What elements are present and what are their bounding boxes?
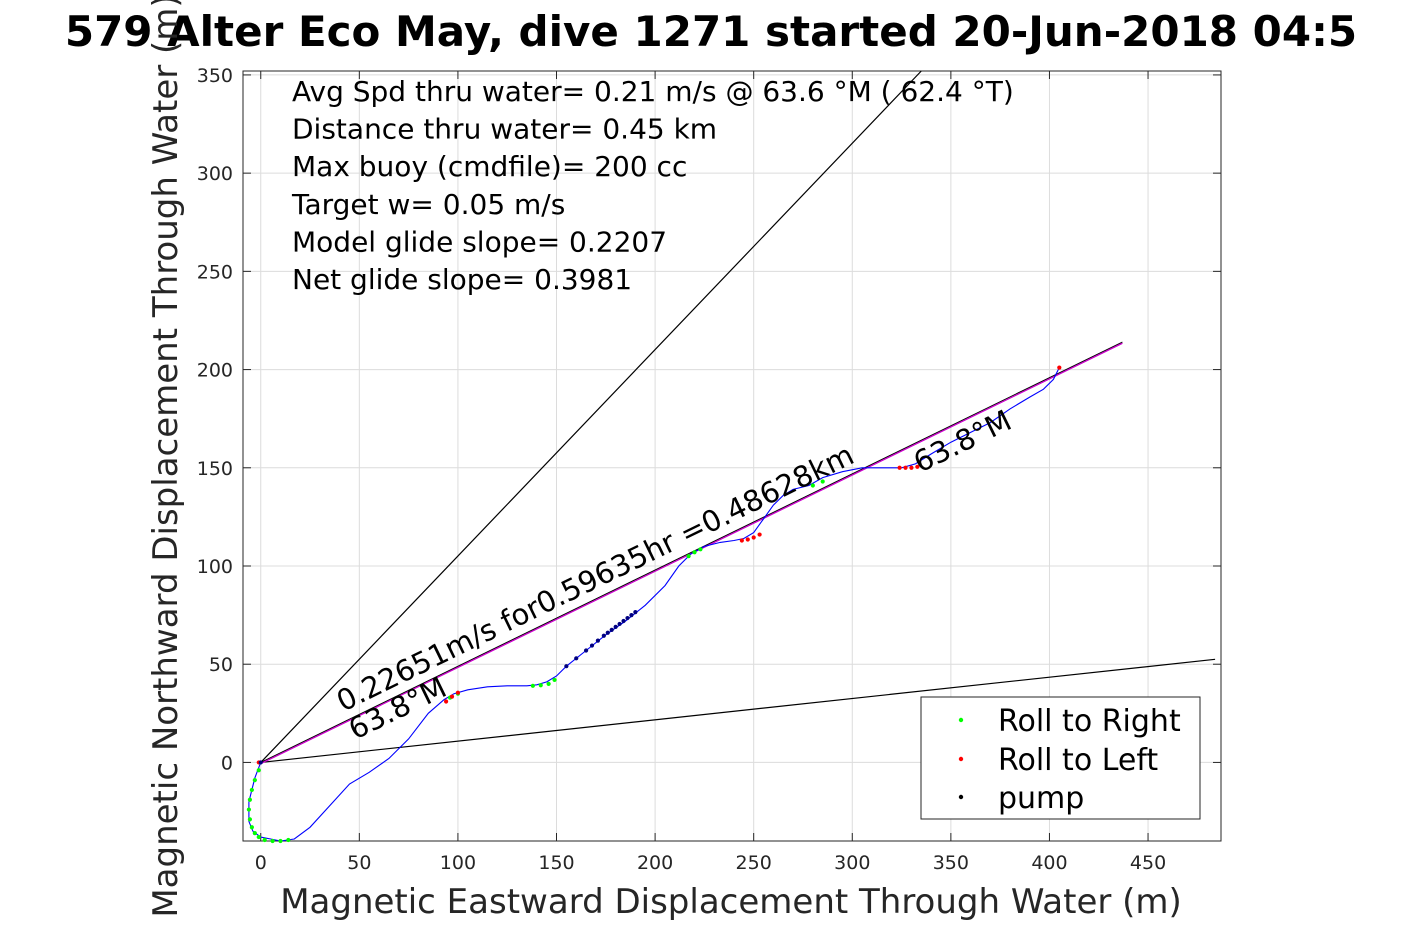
stat-line: Target w= 0.05 m/s [291, 188, 565, 221]
x-tick-label: 100 [440, 852, 476, 874]
roll-left-point [751, 535, 756, 540]
y-tick-label: 100 [197, 556, 233, 578]
roll-right-point [256, 834, 261, 840]
roll-right-point [698, 547, 703, 552]
x-tick-label: 50 [347, 852, 371, 874]
legend-marker-pump [958, 794, 964, 800]
legend-box [920, 696, 1201, 820]
pump-point [595, 638, 601, 643]
pump-point [564, 664, 569, 669]
x-tick-label: 150 [538, 852, 574, 874]
stats-block: Avg Spd thru water= 0.21 m/s @ 63.6 °M (… [291, 75, 1014, 296]
pump-point [258, 760, 263, 765]
roll-left-point [443, 699, 449, 704]
stat-line: Distance thru water= 0.45 km [292, 113, 717, 146]
pump-point [609, 627, 614, 632]
roll-right-point [546, 681, 551, 686]
roll-left-point [449, 694, 455, 699]
stat-line: Max buoy (cmdfile)= 200 cc [292, 150, 687, 183]
chart-title: 579 Alter Eco May, dive 1271 started 20-… [65, 7, 1357, 56]
roll-right-point [686, 554, 691, 559]
stat-line: Avg Spd thru water= 0.21 m/s @ 63.6 °M (… [292, 75, 1014, 108]
roll-right-point [252, 778, 257, 783]
grid [243, 71, 1221, 841]
stat-line: Net glide slope= 0.3981 [292, 263, 632, 296]
roll-right-point [692, 550, 697, 555]
y-tick-label: 300 [197, 163, 233, 185]
roll-left-point [739, 538, 744, 543]
y-tick-label: 150 [197, 458, 233, 480]
plot-area [246, 70, 1216, 844]
pump-point [601, 633, 606, 638]
x-tick-label: 450 [1130, 852, 1166, 874]
x-tick-label: 200 [637, 852, 673, 874]
legend-marker-roll-right [958, 717, 964, 723]
x-tick-label: 400 [1031, 852, 1067, 874]
legend-label-roll-right: Roll to Right [998, 704, 1181, 739]
roll-right-point [530, 683, 535, 688]
y-tick-label: 200 [197, 360, 233, 382]
roll-right-point [247, 797, 253, 802]
legend: Roll to Right Roll to Left pump [920, 696, 1201, 820]
roll-left-point [455, 690, 461, 695]
roll-right-point [249, 825, 254, 830]
roll-right-point [256, 768, 261, 773]
net-heading-baseline [260, 341, 1123, 763]
roll-left-point [909, 465, 914, 470]
roll-right-point [252, 831, 257, 836]
pump-point [605, 630, 610, 635]
x-tick-label: 0 [255, 852, 267, 874]
pump-point [583, 648, 589, 653]
pump-point [629, 613, 634, 618]
roll-right-point [247, 817, 253, 822]
roll-left-point [745, 537, 750, 542]
roll-left-point [1057, 365, 1062, 370]
pump-point [613, 624, 618, 629]
legend-label-roll-left: Roll to Left [998, 743, 1158, 778]
roll-right-point [810, 483, 815, 488]
pump-point [589, 643, 595, 648]
pump-point [574, 656, 579, 661]
roll-right-point [278, 838, 283, 844]
roll-left-point [915, 464, 920, 469]
roll-right-point [246, 807, 252, 812]
pump-point [621, 618, 626, 624]
x-tick-label: 250 [736, 852, 772, 874]
x-axis-label: Magnetic Eastward Displacement Through W… [280, 882, 1182, 922]
axis-ticks: 0 50 100 150 200 250 300 350 400 450 0 50 100 150 200 2… [197, 65, 1221, 874]
x-tick-label: 300 [834, 852, 870, 874]
legend-marker-roll-left [958, 756, 964, 762]
roll-left-point [757, 532, 762, 537]
y-tick-label: 250 [197, 261, 233, 283]
glide-envelope-lower-line [260, 658, 1216, 764]
glide-envelope-upper-line [260, 70, 922, 763]
x-tick-label: 350 [933, 852, 969, 874]
roll-right-point [552, 677, 557, 683]
legend-label-pump: pump [998, 781, 1084, 816]
data-points [246, 365, 1062, 844]
stat-line: Model glide slope= 0.2207 [292, 225, 667, 258]
roll-right-point [270, 838, 275, 844]
roll-right-point [262, 837, 267, 843]
y-tick-label: 50 [209, 654, 233, 676]
roll-right-point [286, 837, 291, 843]
roll-left-point [903, 465, 908, 470]
y-tick-label: 0 [221, 752, 233, 774]
roll-right-point [820, 479, 825, 484]
roll-right-point [538, 683, 543, 688]
axes-frame [242, 70, 1222, 842]
roll-right-point [249, 787, 254, 793]
pump-point [633, 610, 638, 615]
y-axis-label: Magnetic Northward Displacement Through … [146, 0, 186, 918]
y-tick-label: 350 [197, 65, 233, 87]
pump-point [625, 615, 630, 621]
pump-point [617, 621, 622, 627]
roll-left-point [897, 465, 902, 470]
speed-distance-annotation: 0.22651m/s for0.59635hr =0.48628km [331, 437, 859, 718]
